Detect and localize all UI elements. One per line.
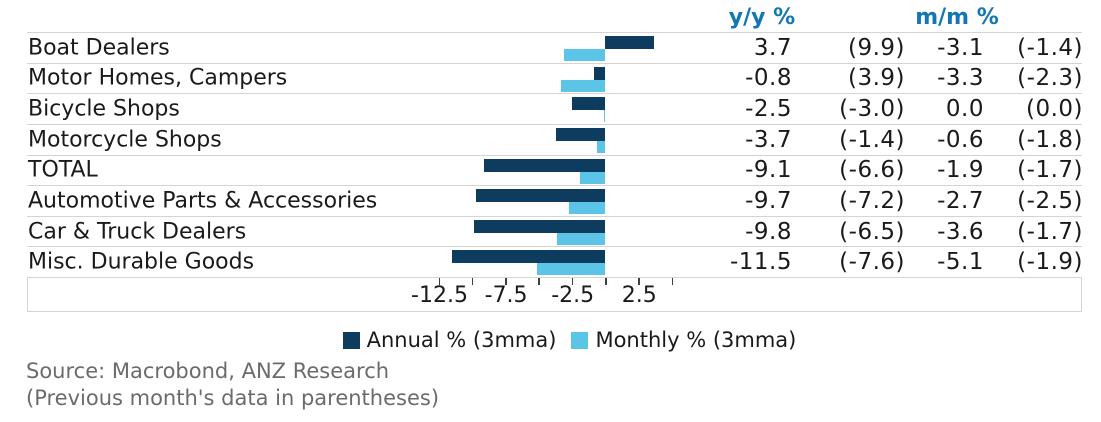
legend-swatch-icon [342, 331, 360, 349]
mm-prev-value: (-1.8) [1017, 126, 1083, 153]
chart-rows: Boat Dealers 3.7 (9.9) -3.1 (-1.4) Motor… [27, 32, 1083, 277]
monthly-bar [557, 232, 605, 245]
category-label: TOTAL [28, 157, 98, 183]
yy-prev-value: (-3.0) [839, 96, 905, 123]
monthly-bar [597, 140, 605, 153]
annual-bar [483, 158, 605, 172]
source-note: Source: Macrobond, ANZ Research (Previou… [26, 358, 439, 412]
yy-value: -9.7 [745, 187, 792, 214]
table-row: Misc. Durable Goods -11.5 (-7.6) -5.1 (-… [27, 246, 1083, 277]
yy-value: 3.7 [753, 34, 792, 61]
axis-tick-label: 2.5 [621, 283, 657, 308]
mm-value: -1.9 [937, 157, 984, 184]
table-row: Motorcycle Shops -3.7 (-1.4) -0.6 (-1.8) [27, 123, 1083, 155]
table-row: Automotive Parts & Accessories -9.7 (-7.… [27, 185, 1083, 216]
axis-tick [471, 278, 474, 285]
yy-value: -11.5 [729, 249, 792, 276]
mm-prev-value: (-1.4) [1017, 34, 1083, 61]
monthly-bar [537, 263, 605, 276]
axis-tick [505, 278, 507, 285]
yy-prev-value: (-6.6) [839, 157, 905, 184]
monthly-bar [561, 79, 605, 92]
monthly-bar [603, 110, 605, 123]
legend-item: Annual % (3mma) [342, 328, 557, 352]
yy-value: -2.5 [745, 96, 792, 123]
legend-label: Monthly % (3mma) [595, 328, 797, 352]
yy-prev-value: (-7.6) [839, 249, 905, 276]
annual-bar [451, 250, 605, 264]
annual-bar [571, 97, 605, 111]
axis-tick [605, 278, 607, 285]
axis-tick-label: -7.5 [484, 283, 528, 308]
yy-value: -9.1 [745, 157, 792, 184]
mm-value: -5.1 [937, 249, 984, 276]
category-label: Bicycle Shops [28, 96, 180, 122]
axis-tick [438, 278, 440, 285]
table-row: Boat Dealers 3.7 (9.9) -3.1 (-1.4) [27, 32, 1083, 63]
annual-bar [605, 36, 655, 49]
legend-item: Monthly % (3mma) [571, 328, 796, 352]
mm-value: -2.7 [937, 187, 984, 214]
axis-tick [538, 278, 540, 285]
mm-value: -0.6 [937, 126, 984, 153]
legend-swatch-icon [571, 331, 589, 349]
mm-prev-value: (-2.3) [1017, 65, 1083, 92]
table-row: Car & Truck Dealers -9.8 (-6.5) -3.6 (-1… [27, 215, 1083, 247]
col-header-yy: y/y % [728, 5, 796, 30]
yy-prev-value: (-6.5) [839, 218, 905, 245]
legend: Annual % (3mma) Monthly % (3mma) [0, 328, 1101, 352]
axis-tick [571, 278, 574, 285]
mm-prev-value: (-1.9) [1017, 249, 1083, 276]
monthly-bar [579, 171, 605, 184]
table-row: Motor Homes, Campers -0.8 (3.9) -3.3 (-2… [27, 62, 1083, 94]
yy-prev-value: (-7.2) [839, 187, 905, 214]
annual-bar [594, 66, 605, 80]
table-row: Bicycle Shops -2.5 (-3.0) 0.0 (0.0) [27, 93, 1082, 124]
category-label: Motorcycle Shops [28, 127, 222, 153]
category-label: Automotive Parts & Accessories [28, 188, 378, 214]
mm-prev-value: (0.0) [1025, 96, 1083, 123]
mm-value: 0.0 [945, 96, 984, 123]
yy-value: -3.7 [745, 126, 792, 153]
annual-bar [555, 127, 605, 141]
yy-prev-value: (9.9) [847, 34, 905, 61]
category-label: Car & Truck Dealers [28, 219, 247, 245]
mm-value: -3.3 [937, 65, 984, 92]
legend-label: Annual % (3mma) [366, 328, 557, 352]
yy-prev-value: (3.9) [847, 65, 905, 92]
category-label: Misc. Durable Goods [28, 249, 255, 275]
category-label: Boat Dealers [28, 35, 170, 61]
axis-tick [638, 278, 640, 285]
yy-value: -0.8 [745, 65, 792, 92]
col-header-mm: m/m % [915, 5, 999, 30]
mm-prev-value: (-2.5) [1017, 187, 1083, 214]
yy-value: -9.8 [745, 218, 792, 245]
table-row: TOTAL -9.1 (-6.6) -1.9 (-1.7) [27, 154, 1083, 186]
category-label: Motor Homes, Campers [28, 65, 288, 91]
mm-prev-value: (-1.7) [1017, 218, 1083, 245]
axis-tick-label: -2.5 [551, 283, 595, 308]
axis-tick-label: -12.5 [411, 283, 468, 308]
source-line-1: Source: Macrobond, ANZ Research [26, 359, 390, 383]
yy-prev-value: (-1.4) [839, 126, 905, 153]
mm-value: -3.1 [937, 34, 984, 61]
annual-bar [475, 189, 605, 203]
x-axis: -12.5 -7.5 -2.5 2.5 [27, 277, 1082, 312]
mm-prev-value: (-1.7) [1017, 157, 1083, 184]
mm-value: -3.6 [937, 218, 984, 245]
source-line-2: (Previous month's data in parentheses) [26, 386, 440, 410]
annual-bar [474, 219, 605, 233]
monthly-bar [563, 49, 605, 61]
axis-tick [671, 278, 674, 285]
monthly-bar [569, 202, 605, 215]
